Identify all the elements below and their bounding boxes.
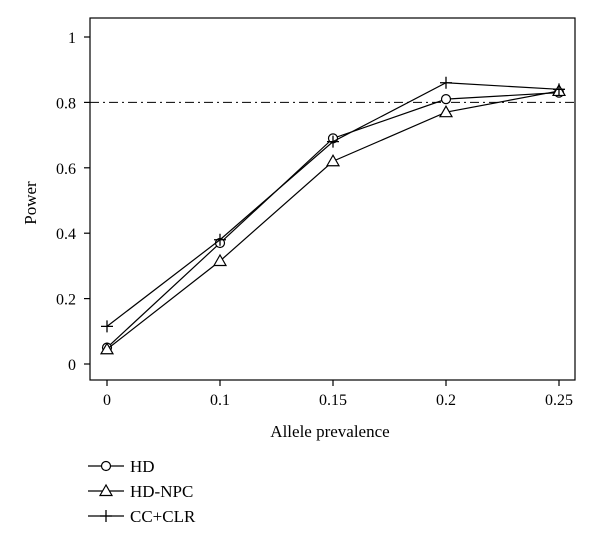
series-line-hd-npc bbox=[106, 90, 560, 350]
data-point-cc-clr bbox=[214, 233, 226, 246]
plot-area: 0 0.2 0.4 0.6 0.8 1 0 0.1 0.15 0.2 0.25 bbox=[56, 17, 576, 409]
legend-marker-cc-clr bbox=[100, 510, 112, 522]
x-axis-label: Allele prevalence bbox=[270, 422, 389, 441]
x-tick-label: 0.2 bbox=[436, 392, 456, 409]
data-point-cc-clr bbox=[440, 76, 452, 89]
y-axis-label: Power bbox=[21, 181, 40, 225]
legend-item-hd-npc: HD-NPC bbox=[88, 482, 193, 501]
legend-marker-hd bbox=[100, 460, 112, 472]
data-point-hd-npc bbox=[325, 154, 341, 167]
x-tick-label: 0 bbox=[103, 392, 111, 409]
x-tick-label: 0.15 bbox=[319, 392, 347, 409]
data-point-hd-npc bbox=[99, 342, 115, 355]
y-tick-label: 1 bbox=[68, 30, 76, 47]
data-point-hd bbox=[440, 94, 452, 105]
data-point-cc-clr bbox=[553, 83, 565, 96]
plot-frame bbox=[89, 17, 576, 381]
y-tick-label: 0.6 bbox=[56, 161, 76, 178]
legend-item-cc-clr: CC+CLR bbox=[88, 507, 196, 526]
x-tick-label: 0.25 bbox=[545, 392, 573, 409]
legend: HD HD-NPC CC+CLR bbox=[88, 457, 196, 526]
series-line-hd bbox=[106, 91, 560, 349]
legend-label: HD-NPC bbox=[130, 482, 193, 501]
series-line-cc-clr bbox=[106, 82, 560, 327]
legend-marker-hd-npc bbox=[98, 483, 114, 497]
y-tick-label: 0.2 bbox=[56, 292, 76, 309]
y-tick-label: 0.4 bbox=[56, 226, 76, 243]
legend-label: HD bbox=[130, 457, 155, 476]
data-point-hd-npc bbox=[438, 105, 454, 118]
legend-item-hd: HD bbox=[88, 457, 155, 476]
y-tick-label: 0 bbox=[68, 357, 76, 374]
data-point-hd-npc bbox=[212, 253, 228, 267]
data-point-cc-clr bbox=[327, 135, 339, 148]
legend-label: CC+CLR bbox=[130, 507, 196, 526]
data-point-cc-clr bbox=[101, 320, 113, 333]
x-tick-label: 0.1 bbox=[210, 392, 230, 409]
y-tick-label: 0.8 bbox=[56, 95, 76, 112]
